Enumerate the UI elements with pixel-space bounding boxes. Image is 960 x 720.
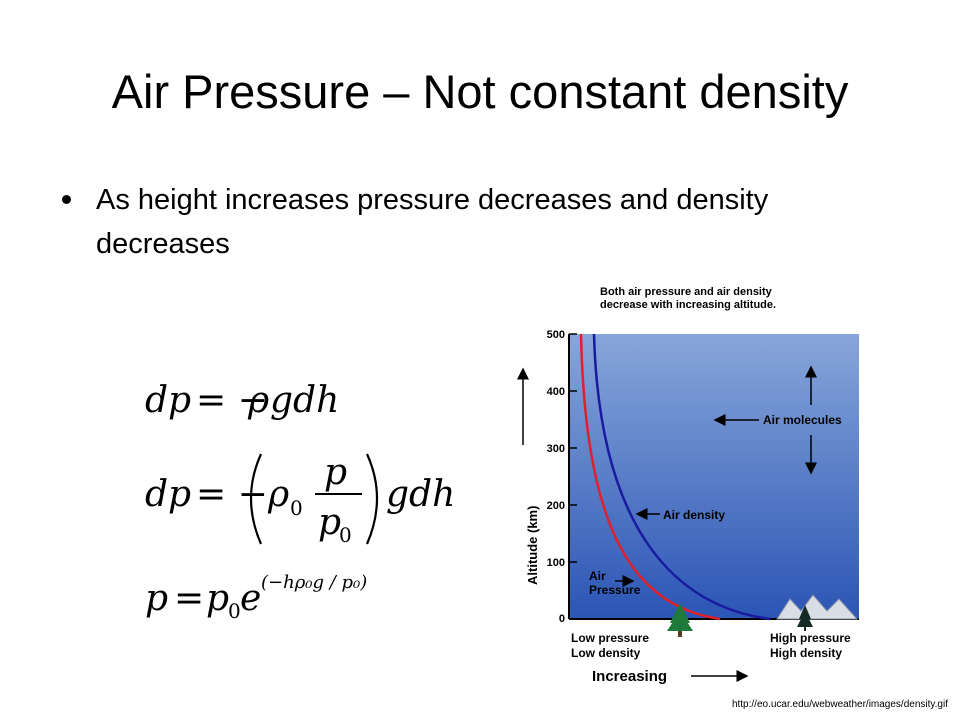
- increasing-label: Increasing: [592, 668, 667, 685]
- eq3-e: e: [240, 578, 261, 619]
- eq3-eq: =: [174, 578, 204, 619]
- eq2-rest: gdh: [386, 474, 455, 515]
- equations: dp = − ρ gdh dp = − ρ 0 p p 0 gdh p = p …: [145, 380, 455, 623]
- y-tick-300: 300: [547, 443, 565, 455]
- sky-panel: [569, 334, 859, 619]
- slide-title: Air Pressure – Not constant density: [111, 65, 849, 118]
- eq1-lhs: dp: [145, 380, 191, 421]
- air-molecules-label: Air molecules: [763, 413, 842, 427]
- y-tick-400: 400: [547, 386, 565, 398]
- equation-1: dp = − ρ gdh: [145, 380, 339, 421]
- equation-2: dp = − ρ 0 p p 0 gdh: [145, 452, 455, 547]
- y-tick-labels: 0 100 200 300 400 500: [547, 329, 565, 625]
- eq3-lhs: p: [145, 578, 168, 619]
- y-tick-100: 100: [547, 557, 565, 569]
- eq3-p: p: [206, 578, 229, 619]
- eq3-p-sub: 0: [228, 599, 241, 623]
- eq2-num: p: [324, 452, 347, 493]
- eq2-lhs: dp: [145, 474, 191, 515]
- y-axis-label: Altitude (km): [525, 506, 540, 585]
- low-pressure-label: Low pressure: [571, 631, 649, 645]
- density-curve: [592, 333, 771, 621]
- bullet-list: As height increases pressure decreases a…: [62, 178, 882, 266]
- altitude-density-figure: 0 100 200 300 400 500 Altitude (km) Air …: [517, 329, 859, 685]
- eq2-rho: ρ: [267, 474, 289, 515]
- eq1-rest: gdh: [270, 380, 339, 421]
- figure-caption-line-2: decrease with increasing altitude.: [600, 299, 777, 311]
- eq2-den: p: [318, 502, 341, 543]
- air-pressure-label-2: Pressure: [589, 583, 641, 597]
- bullet-item: As height increases pressure decreases a…: [62, 178, 882, 266]
- small-tree-icon: [797, 605, 813, 631]
- high-pressure-label: High pressure: [770, 631, 851, 645]
- air-density-label: Air density: [663, 508, 725, 522]
- eq2-den-sub: 0: [339, 523, 352, 547]
- equation-3: p = p 0 e (−hρ₀g / p₀): [145, 572, 367, 623]
- bullet-dot: [62, 195, 71, 204]
- y-tick-500: 500: [547, 329, 565, 341]
- air-pressure-label-1: Air: [589, 569, 606, 583]
- figure-caption: Both air pressure and air density decrea…: [600, 286, 776, 312]
- low-density-label: Low density: [571, 646, 641, 660]
- eq2-rho-sub: 0: [290, 496, 303, 520]
- y-tick-200: 200: [547, 500, 565, 512]
- source-url: http://eo.ucar.edu/webweather/images/den…: [731, 699, 948, 710]
- eq2-sign: = −: [196, 474, 268, 515]
- y-tick-0: 0: [559, 613, 565, 625]
- bullet-text: As height increases pressure decreases a…: [96, 184, 769, 260]
- figure-caption-line-1: Both air pressure and air density: [600, 286, 772, 298]
- tree-icon: [667, 603, 693, 637]
- y-ticks: [569, 333, 577, 563]
- pressure-curve: [579, 333, 721, 621]
- eq2-right-paren: [365, 453, 379, 545]
- eq3-exponent: (−hρ₀g / p₀): [261, 572, 367, 593]
- mountains-icon: [776, 594, 859, 620]
- eq1-sign: = −: [196, 380, 268, 421]
- eq2-left-paren: [249, 453, 263, 545]
- eq1-rho: ρ: [247, 380, 269, 421]
- high-density-label: High density: [770, 646, 842, 660]
